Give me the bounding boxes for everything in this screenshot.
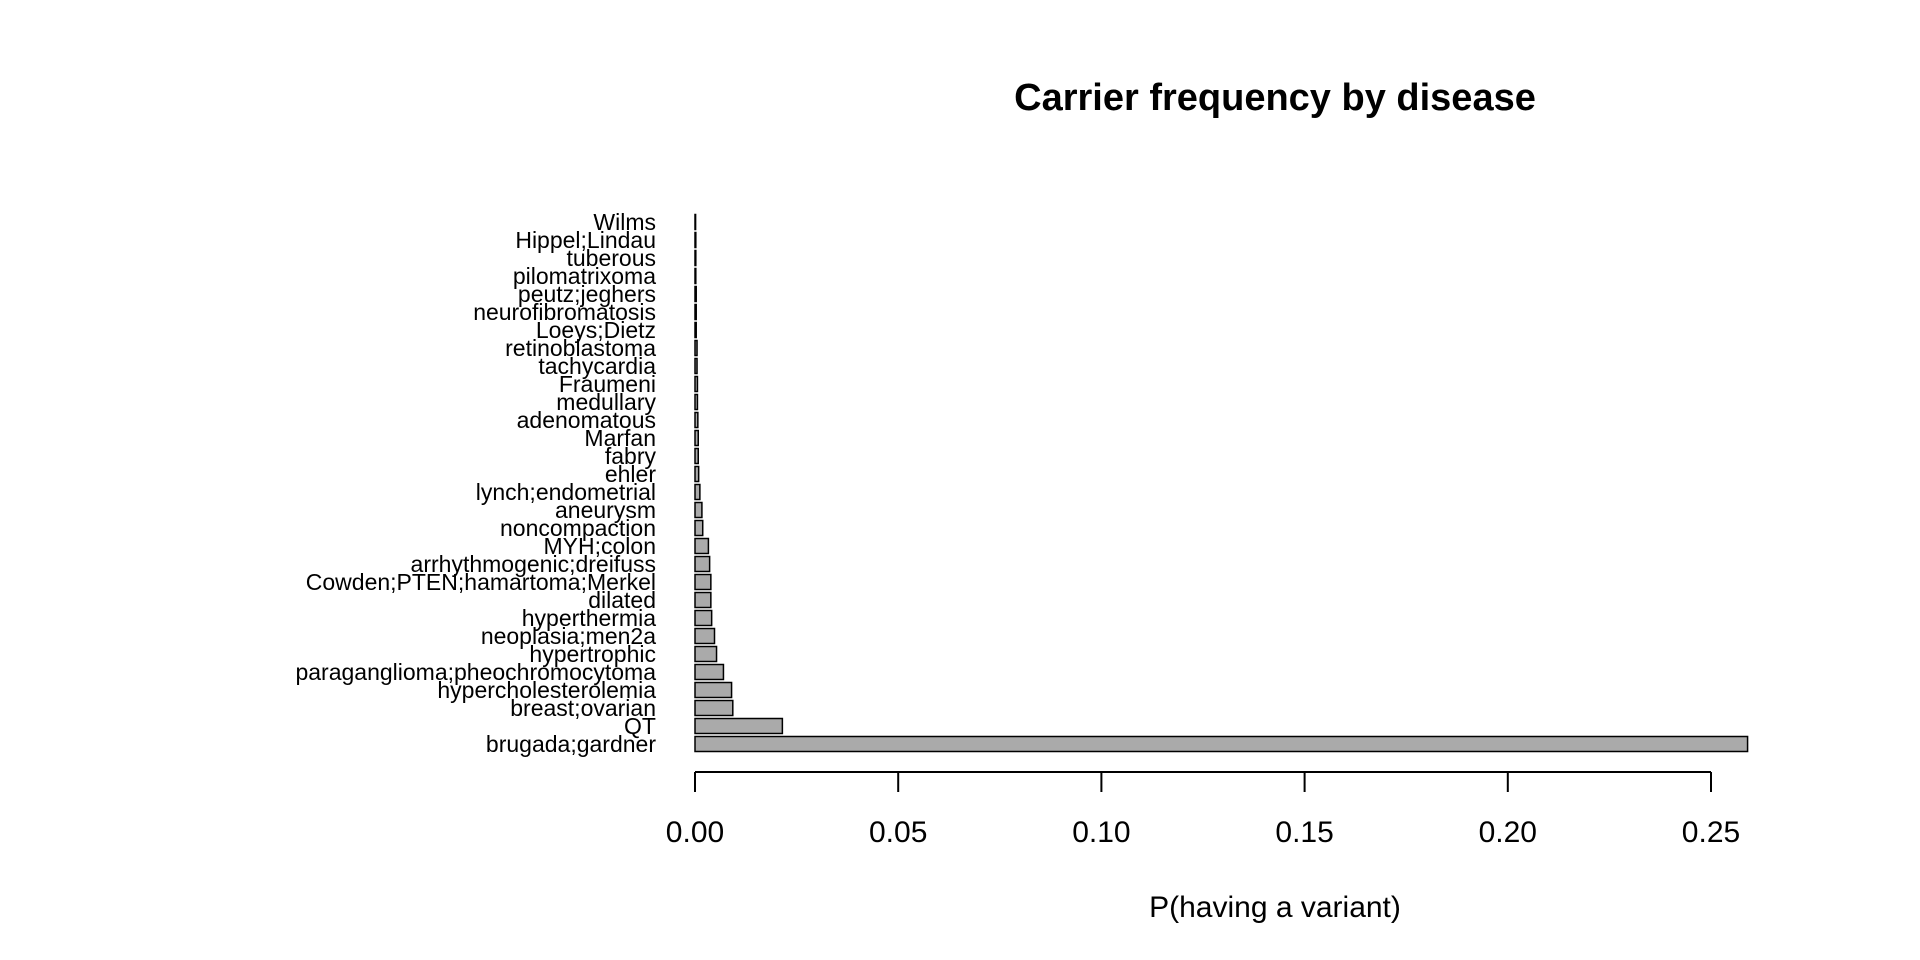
- chart-title: Carrier frequency by disease: [1014, 77, 1536, 119]
- category-label-14: lynch;endometrial: [476, 479, 656, 505]
- bar-7: [694, 609, 713, 627]
- x-tick-label-0: 0.00: [666, 816, 724, 849]
- bar-16: [694, 447, 700, 465]
- category-label-1: QT: [624, 713, 656, 739]
- bar-0: [694, 735, 1749, 753]
- bar-28: [694, 231, 697, 249]
- bars-group: [694, 213, 1749, 753]
- bar-18: [694, 411, 699, 429]
- category-label-24: neurofibromatosis: [473, 299, 656, 325]
- x-tick-label-5: 0.25: [1682, 816, 1740, 849]
- bar-17: [694, 429, 700, 447]
- category-label-19: medullary: [556, 389, 656, 415]
- bar-27: [694, 249, 697, 267]
- category-label-18: adenomatous: [517, 407, 656, 433]
- bar-15: [694, 465, 700, 483]
- category-label-21: tachycardia: [538, 353, 656, 379]
- category-label-6: neoplasia;men2a: [481, 623, 656, 649]
- category-label-29: Wilms: [593, 209, 656, 235]
- x-tick-label-1: 0.05: [869, 816, 927, 849]
- bar-8: [694, 591, 712, 609]
- category-label-28: Hippel;Lindau: [515, 227, 656, 253]
- category-label-22: retinoblastoma: [505, 335, 656, 361]
- x-axis-label: P(having a variant): [1149, 891, 1401, 924]
- category-label-3: hypercholesterolemia: [437, 677, 656, 703]
- bar-14: [694, 483, 701, 501]
- bar-4: [694, 663, 725, 681]
- category-label-15: ehler: [605, 461, 656, 487]
- category-label-8: dilated: [588, 587, 656, 613]
- bar-9: [694, 573, 712, 591]
- category-labels: brugada;gardnerQTbreast;ovarianhyperchol…: [295, 209, 656, 757]
- bar-6: [694, 627, 716, 645]
- bar-3: [694, 681, 733, 699]
- x-axis: 0.00 0.05 0.10 0.15 0.20 0.25: [666, 771, 1740, 849]
- bar-20: [694, 375, 699, 393]
- bar-5: [694, 645, 718, 663]
- category-label-27: tuberous: [566, 245, 656, 271]
- bar-10: [694, 555, 711, 573]
- bar-29: [694, 213, 697, 231]
- bar-21: [694, 357, 698, 375]
- category-label-25: peutz;jeghers: [518, 281, 656, 307]
- category-label-13: aneurysm: [555, 497, 656, 523]
- bar-24: [694, 303, 697, 321]
- bar-25: [694, 285, 697, 303]
- bar-19: [694, 393, 699, 411]
- bar-13: [694, 501, 703, 519]
- category-label-9: Cowden;PTEN;hamartoma;Merkel: [306, 569, 656, 595]
- category-label-5: hypertrophic: [529, 641, 656, 667]
- category-label-23: Loeys;Dietz: [536, 317, 656, 343]
- category-label-16: fabry: [605, 443, 657, 469]
- category-label-11: MYH;colon: [544, 533, 656, 559]
- bar-1: [694, 717, 784, 735]
- x-tick-label-2: 0.10: [1072, 816, 1130, 849]
- category-label-26: pilomatrixoma: [513, 263, 656, 289]
- x-tick-label-3: 0.15: [1275, 816, 1333, 849]
- category-label-4: paraganglioma;pheochromocytoma: [295, 659, 656, 685]
- bar-2: [694, 699, 734, 717]
- bar-12: [694, 519, 704, 537]
- category-label-20: Fraumeni: [559, 371, 656, 397]
- bar-26: [694, 267, 697, 285]
- category-label-0: brugada;gardner: [486, 731, 656, 757]
- category-label-17: Marfan: [584, 425, 656, 451]
- x-tick-label-4: 0.20: [1479, 816, 1537, 849]
- bar-11: [694, 537, 710, 555]
- bar-23: [694, 321, 697, 339]
- category-label-7: hyperthermia: [522, 605, 656, 631]
- bar-22: [694, 339, 698, 357]
- category-label-2: breast;ovarian: [510, 695, 656, 721]
- category-label-12: noncompaction: [500, 515, 656, 541]
- category-label-10: arrhythmogenic;dreifuss: [411, 551, 656, 577]
